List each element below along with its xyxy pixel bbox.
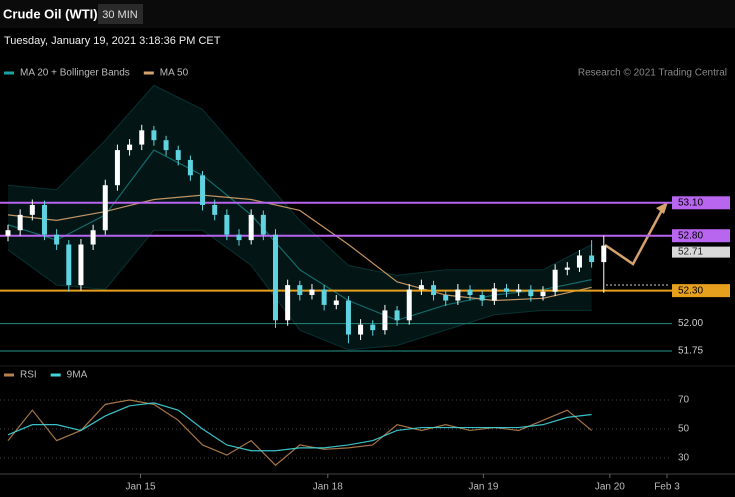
candle-body (151, 130, 157, 141)
bollinger-upper (7, 84, 592, 276)
level-tag (672, 196, 730, 210)
level-label: 52.30 (678, 285, 703, 296)
candle-body (285, 285, 291, 321)
interval-badge (98, 4, 143, 24)
candle-body (479, 295, 485, 301)
candle-body (139, 130, 145, 145)
last-price-label: 52.71 (678, 247, 703, 258)
legend-label: RSI (20, 370, 37, 381)
candle-body (187, 159, 193, 176)
candle-body (163, 140, 169, 151)
legend-swatch (143, 71, 154, 75)
series-line (7, 402, 592, 452)
candle-body (552, 269, 558, 292)
x-tick-label: Feb 3 (654, 482, 680, 493)
x-tick-label: Jan 15 (126, 482, 156, 493)
bollinger-band (8, 85, 592, 350)
candle-body (236, 234, 242, 241)
candle-body (455, 289, 461, 301)
forecast-arrow (604, 209, 664, 266)
candle-body (272, 234, 278, 321)
candle-body (333, 300, 339, 305)
interval-label: 30 MIN (102, 9, 138, 21)
level-label: 52.00 (678, 318, 703, 329)
credit: Research © 2021 Trading Central (578, 68, 727, 79)
candle-body (589, 255, 595, 263)
level-tag (672, 284, 730, 298)
series-line (7, 399, 593, 467)
legend-swatch (50, 373, 61, 377)
candle-body (309, 289, 315, 296)
candle-body (358, 324, 364, 335)
level-label: 51.75 (678, 346, 703, 357)
legend-label: 9MA (67, 370, 88, 381)
candle-body (467, 289, 473, 296)
last-price-tag (672, 246, 730, 258)
forecast-arrowhead (656, 202, 668, 214)
legend-swatch (4, 71, 14, 75)
candle-body (321, 289, 327, 305)
candle-body (248, 214, 254, 241)
x-tick-label: Jan 18 (313, 482, 343, 493)
level-label: 53.10 (678, 197, 703, 208)
y-tick-label: 70 (678, 395, 690, 406)
candle-body (260, 214, 266, 235)
candle-body (17, 214, 23, 231)
candle-body (528, 289, 534, 297)
candle-body (394, 310, 400, 321)
candle-body (41, 204, 47, 235)
candle-body (114, 150, 120, 186)
candle-body (224, 214, 230, 235)
candle-body (370, 324, 376, 331)
candle-body (382, 310, 388, 331)
candle-body (212, 204, 218, 215)
candle-body (491, 288, 497, 301)
candle-body (516, 289, 522, 292)
candle-body (66, 244, 72, 286)
candle-body (90, 230, 96, 245)
candle-body (200, 175, 206, 205)
legend-label: MA 20 + Bollinger Bands (20, 68, 130, 79)
candle-body (54, 234, 60, 245)
level-label: 52.80 (678, 230, 703, 241)
candle-body (540, 291, 546, 297)
candle-body (443, 295, 449, 301)
candle-body (406, 289, 412, 321)
timestamp: Tuesday, January 19, 2021 3:18:36 PM CET (4, 35, 221, 47)
candle-body (418, 285, 424, 290)
y-tick-label: 50 (678, 424, 690, 435)
candle-body (576, 255, 582, 268)
candle-body (564, 267, 570, 270)
y-tick-label: 30 (678, 453, 690, 464)
x-tick-label: Jan 20 (595, 482, 625, 493)
candle-body (297, 285, 303, 296)
candle-body (175, 150, 181, 160)
x-tick-label: Jan 19 (468, 482, 498, 493)
candle-body (431, 285, 437, 296)
candle-body (102, 185, 108, 231)
candle-body (345, 300, 351, 335)
candle-body (29, 204, 35, 215)
legend-label: MA 50 (160, 68, 189, 79)
bollinger-lower (7, 229, 592, 351)
level-tag (672, 229, 730, 243)
candle-body (78, 244, 84, 286)
candle-body (127, 144, 133, 151)
candle-body (601, 245, 607, 263)
candle-body (5, 230, 11, 236)
legend-swatch (4, 373, 14, 377)
candle-body (504, 288, 510, 292)
instrument-title: Crude Oil (WTI) (3, 6, 98, 21)
